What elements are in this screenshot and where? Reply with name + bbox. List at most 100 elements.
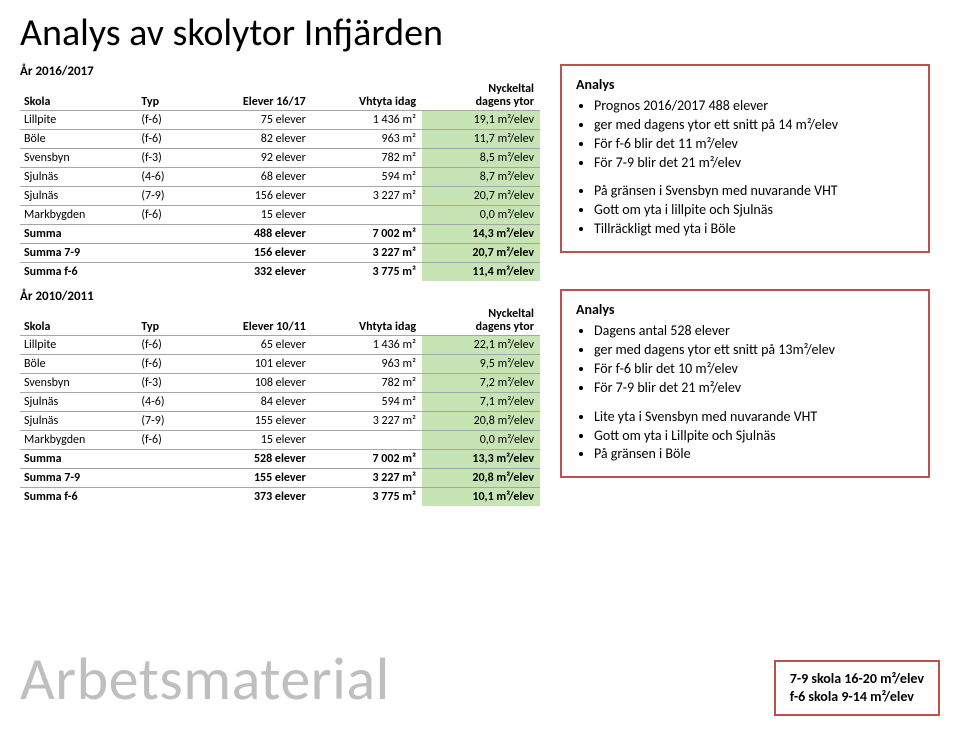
data-table: Skola Typ Elever 16/17 Vhtyta idag Nycke… — [20, 81, 540, 281]
table-summary-row: Summa 7-9156 elever3 227 m²20,7 m²/elev — [20, 244, 540, 263]
cell-vht: 594 m² — [312, 168, 422, 187]
cell-vht — [312, 431, 422, 450]
analysis-box-2010: Analys Dagens antal 528 eleverger med da… — [560, 289, 930, 478]
cell-elever: 488 elever — [192, 225, 312, 244]
section-2010: År 2010/2011 Skola Typ Elever 10/11 Vhty… — [0, 289, 960, 506]
cell-vht: 3 227 m² — [312, 412, 422, 431]
page-title: Analys av skolytor Infjärden — [0, 0, 960, 64]
cell-typ: (f-6) — [137, 355, 192, 374]
cell-typ: (f-6) — [137, 336, 192, 355]
cell-skola: Lillpite — [20, 111, 137, 130]
watermark-text: Arbetsmaterial — [20, 643, 390, 716]
analysis-bullet: ger med dagens ytor ett snitt på 14 m²/e… — [594, 116, 914, 135]
cell-vht: 3 775 m² — [312, 263, 422, 282]
analysis-box-2016: Analys Prognos 2016/2017 488 eleverger m… — [560, 64, 930, 253]
table-row: Markbygden(f-6)15 elever0,0 m²/elev — [20, 431, 540, 450]
year-label: År 2010/2011 — [20, 289, 540, 304]
cell-skola: Sjulnäs — [20, 393, 137, 412]
cell-nyckeltal: 20,8 m²/elev — [422, 469, 540, 488]
table-row: Lillpite(f-6)65 elever1 436 m²22,1 m²/el… — [20, 336, 540, 355]
cell-typ — [137, 450, 192, 469]
table-block-2010: År 2010/2011 Skola Typ Elever 10/11 Vhty… — [20, 289, 540, 506]
data-table: Skola Typ Elever 10/11 Vhtyta idag Nycke… — [20, 306, 540, 506]
cell-skola: Lillpite — [20, 336, 137, 355]
cell-vht: 7 002 m² — [312, 450, 422, 469]
table-row: Sjulnäs(4-6)84 elever594 m²7,1 m²/elev — [20, 393, 540, 412]
cell-nyckeltal: 20,8 m²/elev — [422, 412, 540, 431]
cell-elever: 82 elever — [192, 130, 312, 149]
cell-vht — [312, 206, 422, 225]
cell-vht: 3 227 m² — [312, 187, 422, 206]
table-row: Sjulnäs(7-9)156 elever3 227 m²20,7 m²/el… — [20, 187, 540, 206]
cell-elever: 101 elever — [192, 355, 312, 374]
cell-skola: Summa 7-9 — [20, 244, 137, 263]
reference-box: 7-9 skola 16-20 m²/elev f-6 skola 9-14 m… — [774, 660, 940, 716]
cell-nyckeltal: 7,2 m²/elev — [422, 374, 540, 393]
table-block-2016: År 2016/2017 Skola Typ Elever 16/17 Vhty… — [20, 64, 540, 281]
cell-elever: 528 elever — [192, 450, 312, 469]
cell-elever: 68 elever — [192, 168, 312, 187]
table-summary-row: Summa 7-9155 elever3 227 m²20,8 m²/elev — [20, 469, 540, 488]
table-summary-row: Summa488 elever7 002 m²14,3 m²/elev — [20, 225, 540, 244]
cell-elever: 92 elever — [192, 149, 312, 168]
table-summary-row: Summa f-6332 elever3 775 m²11,4 m²/elev — [20, 263, 540, 282]
cell-nyckeltal: 0,0 m²/elev — [422, 431, 540, 450]
analysis-bullet: Gott om yta i lillpite och Sjulnäs — [594, 201, 914, 220]
cell-skola: Svensbyn — [20, 374, 137, 393]
analysis-bullet: På gränsen i Svensbyn med nuvarande VHT — [594, 182, 914, 201]
cell-typ: (7-9) — [137, 187, 192, 206]
cell-nyckeltal: 0,0 m²/elev — [422, 206, 540, 225]
cell-nyckeltal: 10,1 m²/elev — [422, 488, 540, 507]
cell-vht: 1 436 m² — [312, 111, 422, 130]
cell-typ — [137, 263, 192, 282]
cell-nyckeltal: 22,1 m²/elev — [422, 336, 540, 355]
table-row: Lillpite(f-6)75 elever1 436 m²19,1 m²/el… — [20, 111, 540, 130]
col-skola: Skola — [20, 81, 137, 111]
cell-nyckeltal: 19,1 m²/elev — [422, 111, 540, 130]
cell-skola: Sjulnäs — [20, 187, 137, 206]
cell-vht: 3 227 m² — [312, 244, 422, 263]
cell-elever: 15 elever — [192, 206, 312, 225]
col-typ: Typ — [137, 81, 192, 111]
analysis-bullet: För f-6 blir det 10 m²/elev — [594, 360, 914, 379]
cell-typ: (f-3) — [137, 149, 192, 168]
analysis-bullet: Tillräckligt med yta i Böle — [594, 220, 914, 239]
cell-skola: Sjulnäs — [20, 168, 137, 187]
cell-skola: Svensbyn — [20, 149, 137, 168]
cell-nyckeltal: 14,3 m²/elev — [422, 225, 540, 244]
cell-vht: 594 m² — [312, 393, 422, 412]
cell-elever: 155 elever — [192, 469, 312, 488]
analysis-bullet: Prognos 2016/2017 488 elever — [594, 97, 914, 116]
cell-nyckeltal: 7,1 m²/elev — [422, 393, 540, 412]
cell-vht: 963 m² — [312, 130, 422, 149]
cell-typ: (f-6) — [137, 206, 192, 225]
col-elever: Elever 10/11 — [192, 306, 312, 336]
cell-skola: Summa — [20, 450, 137, 469]
col-skola: Skola — [20, 306, 137, 336]
cell-typ: (4-6) — [137, 168, 192, 187]
col-vht: Vhtyta idag — [312, 306, 422, 336]
col-vht: Vhtyta idag — [312, 81, 422, 111]
cell-typ: (f-3) — [137, 374, 192, 393]
cell-elever: 373 elever — [192, 488, 312, 507]
bottom-row: Arbetsmaterial 7-9 skola 16-20 m²/elev f… — [20, 643, 940, 716]
analysis-bullet: ger med dagens ytor ett snitt på 13m²/el… — [594, 341, 914, 360]
analysis-bullet: Dagens antal 528 elever — [594, 322, 914, 341]
cell-skola: Sjulnäs — [20, 412, 137, 431]
cell-nyckeltal: 11,7 m²/elev — [422, 130, 540, 149]
table-row: Svensbyn(f-3)92 elever782 m²8,5 m²/elev — [20, 149, 540, 168]
cell-elever: 108 elever — [192, 374, 312, 393]
analysis-heading: Analys — [576, 76, 914, 95]
cell-typ — [137, 225, 192, 244]
cell-vht: 963 m² — [312, 355, 422, 374]
cell-skola: Böle — [20, 130, 137, 149]
table-summary-row: Summa f-6373 elever3 775 m²10,1 m²/elev — [20, 488, 540, 507]
cell-typ: (7-9) — [137, 412, 192, 431]
year-label: År 2016/2017 — [20, 64, 540, 79]
cell-skola: Summa 7-9 — [20, 469, 137, 488]
cell-typ — [137, 488, 192, 507]
cell-skola: Markbygden — [20, 206, 137, 225]
analysis-bullet: Lite yta i Svensbyn med nuvarande VHT — [594, 408, 914, 427]
cell-skola: Summa f-6 — [20, 488, 137, 507]
cell-elever: 332 elever — [192, 263, 312, 282]
